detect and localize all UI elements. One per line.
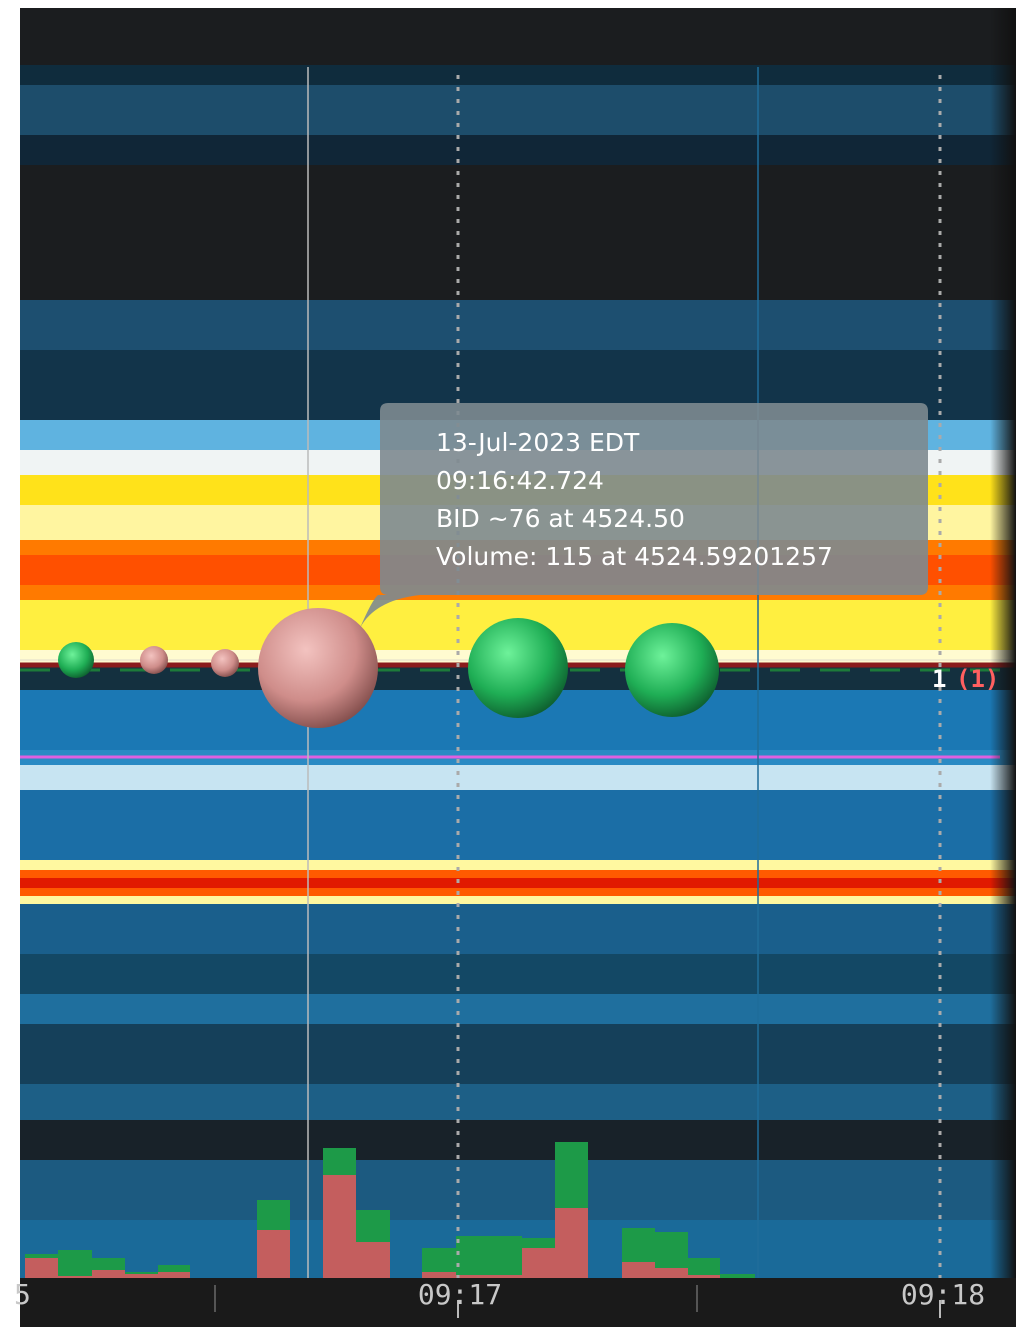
tooltip: 13-Jul-2023 EDT 09:16:42.724 BID ~76 at … — [360, 403, 928, 628]
sell-volume — [422, 1272, 456, 1278]
buy-volume — [622, 1228, 655, 1262]
heat-band — [20, 994, 1016, 1024]
heat-band — [20, 790, 1016, 860]
sell-volume — [125, 1274, 158, 1278]
buy-volume — [257, 1200, 290, 1230]
trade-bubble — [625, 623, 719, 717]
tooltip-line: 09:16:42.724 — [436, 466, 604, 495]
buy-volume — [323, 1148, 356, 1175]
heat-band — [20, 1084, 1016, 1120]
edge-fade — [990, 8, 1016, 1327]
buy-volume — [688, 1258, 720, 1275]
sell-volume — [323, 1175, 356, 1278]
heat-band — [20, 860, 1016, 870]
buy-volume — [555, 1142, 588, 1208]
sell-volume — [688, 1275, 720, 1278]
heat-band — [20, 65, 1016, 85]
sell-volume — [257, 1230, 290, 1278]
buy-volume — [522, 1238, 555, 1248]
time-label: 09:18 — [901, 1278, 985, 1311]
sell-volume — [158, 1272, 190, 1278]
heat-band — [20, 1024, 1016, 1084]
sell-volume — [92, 1270, 125, 1278]
heat-band — [20, 135, 1016, 165]
tooltip-line: BID ~76 at 4524.50 — [436, 504, 685, 533]
buy-volume — [125, 1272, 158, 1274]
sell-volume — [58, 1276, 92, 1278]
buy-volume — [58, 1250, 92, 1276]
sell-volume — [622, 1262, 655, 1278]
heat-band — [20, 765, 1016, 790]
trade-bubble[interactable] — [258, 608, 378, 728]
buy-volume — [356, 1210, 390, 1242]
trade-bubble — [211, 649, 239, 677]
heat-band — [20, 1160, 1016, 1220]
heat-band — [20, 1120, 1016, 1160]
trade-bubble — [58, 642, 94, 678]
buy-volume — [456, 1236, 522, 1275]
heat-band — [20, 85, 1016, 135]
volume-bars — [25, 1142, 755, 1278]
heat-band — [20, 300, 1016, 350]
trade-bubble — [468, 618, 568, 718]
buy-volume — [25, 1254, 58, 1258]
buy-volume — [422, 1248, 456, 1272]
buy-volume — [720, 1274, 755, 1278]
tooltip-line: Volume: 115 at 4524.59201257 — [436, 542, 833, 571]
time-label: 09:17 — [418, 1278, 502, 1311]
sell-volume — [25, 1258, 58, 1278]
sell-volume — [356, 1242, 390, 1278]
time-label: 5 — [14, 1278, 31, 1311]
sell-volume — [655, 1268, 688, 1278]
tooltip-box — [360, 403, 928, 628]
sell-volume — [522, 1248, 555, 1278]
sell-volume — [555, 1208, 588, 1278]
time-axis — [20, 1278, 1016, 1327]
sell-volume — [456, 1275, 522, 1278]
heat-band — [20, 878, 1016, 888]
trade-bubble — [140, 646, 168, 674]
heat-band — [20, 904, 1016, 954]
marker-count: 1 — [932, 665, 946, 693]
buy-volume — [655, 1232, 688, 1268]
buy-volume — [92, 1258, 125, 1270]
heat-band — [20, 896, 1016, 904]
heat-band — [20, 954, 1016, 994]
marker-pending: (1) — [956, 665, 999, 693]
tooltip-line: 13-Jul-2023 EDT — [436, 428, 640, 457]
buy-volume — [158, 1265, 190, 1272]
